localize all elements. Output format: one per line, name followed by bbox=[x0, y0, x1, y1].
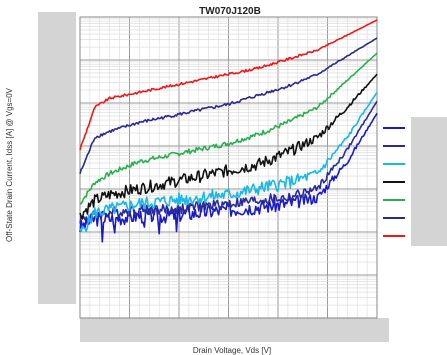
x-axis-label: Drain Voltage, Vds [V] bbox=[193, 346, 271, 355]
plot-area-frame bbox=[79, 16, 378, 319]
series-line bbox=[79, 91, 378, 233]
series-line bbox=[79, 52, 378, 205]
series-line bbox=[79, 37, 378, 175]
x-tick-label-mask bbox=[80, 318, 389, 342]
y-axis-label: Off-State Drain Current, Idss [A] @ Vgs=… bbox=[5, 87, 14, 242]
series-line bbox=[79, 100, 378, 224]
legend bbox=[383, 127, 405, 237]
plot-series bbox=[79, 19, 378, 243]
legend-label-mask bbox=[411, 117, 447, 246]
chart-title: TW070J120B bbox=[199, 6, 261, 17]
series-line bbox=[79, 73, 378, 220]
series-line bbox=[79, 19, 378, 151]
y-tick-label-mask bbox=[38, 12, 76, 304]
